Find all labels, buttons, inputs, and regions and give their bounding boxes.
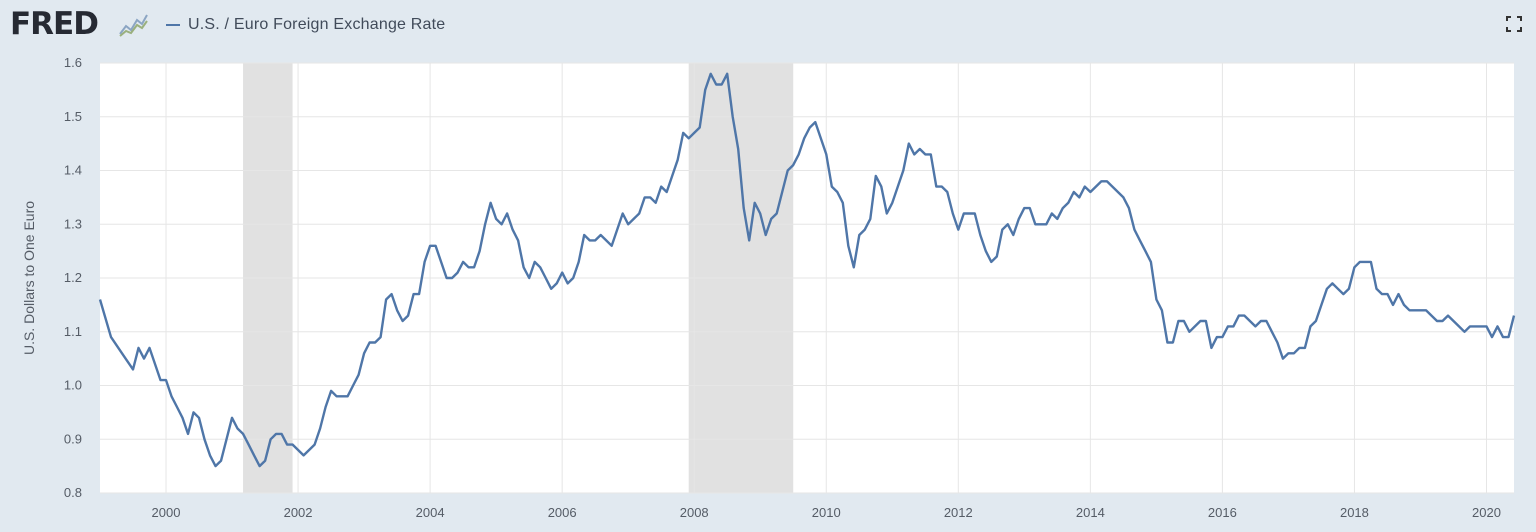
y-tick-label: 0.9 (64, 431, 82, 446)
y-axis-label: U.S. Dollars to One Euro (21, 201, 37, 355)
gridlines (100, 62, 1514, 494)
y-tick-label: 1.1 (64, 324, 82, 339)
x-tick-label: 2008 (680, 505, 709, 520)
y-tick-label: 1.6 (64, 55, 82, 70)
fred-logo-graph-icon (118, 12, 148, 38)
x-tick-label: 2018 (1340, 505, 1369, 520)
y-tick-label: 1.0 (64, 378, 82, 393)
y-axis: 0.8 0.9 1.0 1.1 1.2 1.3 1.4 1.5 1.6 (64, 55, 82, 500)
legend-series-name: U.S. / Euro Foreign Exchange Rate (188, 16, 446, 33)
x-tick-label: 2014 (1076, 505, 1105, 520)
y-tick-label: 1.2 (64, 270, 82, 285)
x-tick-label: 2000 (152, 505, 181, 520)
x-tick-label: 2002 (284, 505, 313, 520)
fullscreen-icon[interactable] (1506, 16, 1522, 32)
legend-swatch (166, 24, 180, 26)
y-tick-label: 1.3 (64, 216, 82, 231)
x-axis: 2000 2002 2004 2006 2008 2010 2012 2014 2016 2018… (152, 505, 1501, 520)
legend[interactable]: U.S. / Euro Foreign Exchange Rate (166, 14, 445, 36)
x-tick-label: 2020 (1472, 505, 1501, 520)
chart-header: FRED U.S. / Euro Foreign Exchange Rate (0, 0, 1536, 50)
y-tick-label: 1.4 (64, 163, 82, 178)
x-tick-label: 2006 (548, 505, 577, 520)
y-tick-label: 1.5 (64, 109, 82, 124)
series-line (98, 72, 1516, 468)
x-tick-label: 2012 (944, 505, 973, 520)
x-tick-label: 2010 (812, 505, 841, 520)
fred-logo: FRED (10, 6, 99, 42)
x-tick-label: 2004 (416, 505, 445, 520)
y-tick-label: 0.8 (64, 485, 82, 500)
x-tick-label: 2016 (1208, 505, 1237, 520)
